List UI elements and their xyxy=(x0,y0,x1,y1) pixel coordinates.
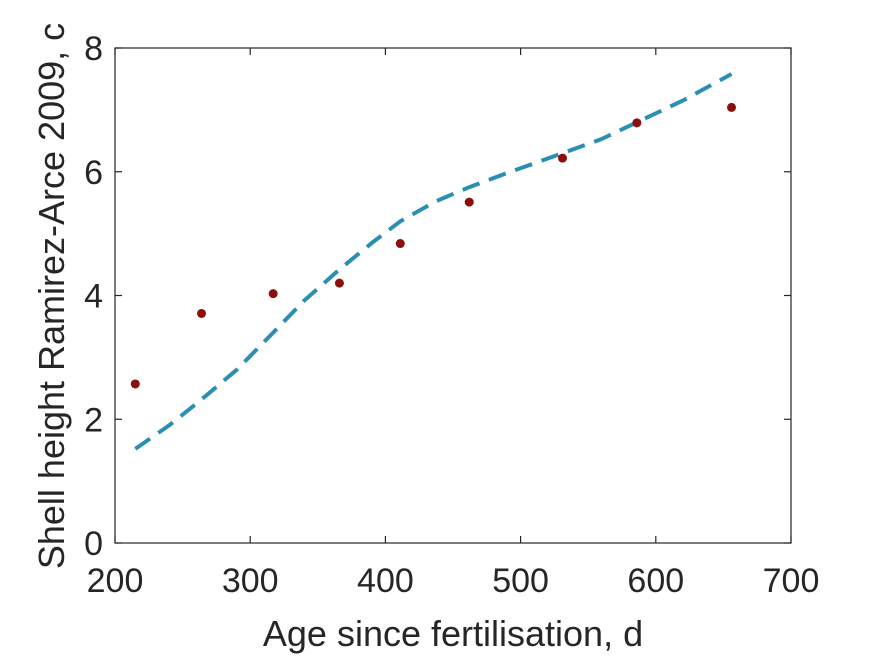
y-tick-label: 6 xyxy=(84,154,103,192)
data-point xyxy=(334,278,344,288)
x-tick-label: 500 xyxy=(492,562,549,600)
x-tick-label: 200 xyxy=(87,562,144,600)
data-point xyxy=(727,102,737,112)
y-tick-label: 0 xyxy=(84,525,103,563)
data-point xyxy=(464,197,474,207)
data-point xyxy=(558,153,568,163)
y-axis-label: Shell height Ramirez-Arce 2009, c xyxy=(31,23,72,569)
data-point xyxy=(197,308,207,318)
plot-area xyxy=(115,48,791,543)
x-axis-label: Age since fertilisation, d xyxy=(263,613,643,654)
x-tick-label: 600 xyxy=(627,562,684,600)
data-point xyxy=(632,118,642,128)
data-point xyxy=(268,289,278,299)
fit-line xyxy=(134,72,733,451)
y-tick-label: 4 xyxy=(84,278,103,316)
y-tick-label: 8 xyxy=(84,30,103,68)
x-tick-label: 400 xyxy=(357,562,414,600)
x-tick-label: 300 xyxy=(222,562,279,600)
y-tick-label: 2 xyxy=(84,401,103,439)
data-point xyxy=(130,379,140,389)
data-point xyxy=(395,239,405,249)
x-tick-label: 700 xyxy=(763,562,820,600)
